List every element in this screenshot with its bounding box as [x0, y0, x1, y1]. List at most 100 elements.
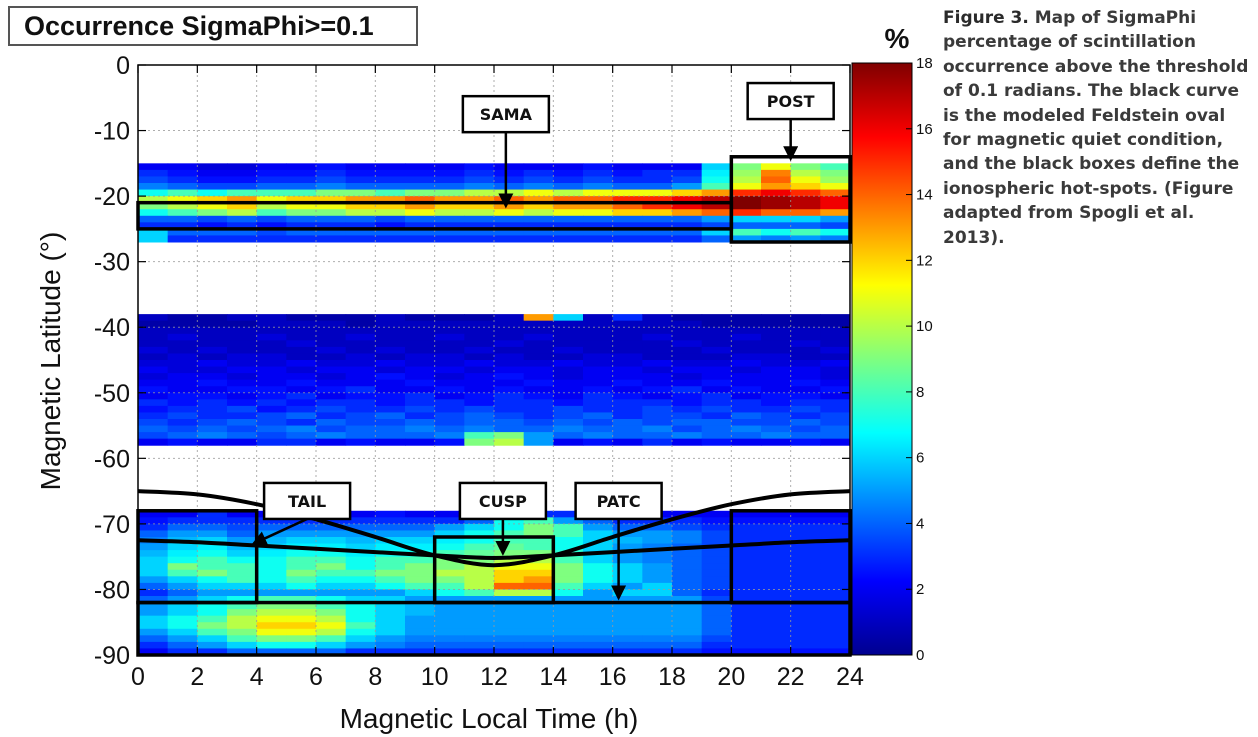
heatmap-cell — [672, 386, 703, 394]
colorbar-tick-label: 18 — [916, 55, 933, 72]
heatmap-cell — [612, 327, 643, 335]
heatmap-cell — [583, 412, 614, 420]
heatmap-cell — [612, 517, 643, 525]
heatmap-cell — [138, 596, 169, 604]
heatmap-cell — [464, 628, 495, 636]
heatmap-cell — [197, 235, 228, 243]
heatmap-cell — [345, 596, 376, 604]
y-tick-label: -70 — [94, 511, 130, 539]
heatmap-cell — [345, 392, 376, 400]
heatmap-cell — [701, 222, 732, 230]
heatmap-cell — [790, 333, 821, 341]
heatmap-cell — [167, 641, 198, 649]
heatmap-cell — [375, 419, 406, 427]
heatmap-cell — [701, 183, 732, 191]
label-post: POST — [767, 92, 815, 111]
heatmap-cell — [731, 405, 762, 413]
heatmap-cell — [583, 432, 614, 440]
heatmap-cell — [583, 582, 614, 590]
heatmap-cell — [138, 628, 169, 636]
heatmap-cell — [761, 202, 792, 210]
heatmap-cell — [672, 314, 703, 322]
heatmap-cell — [197, 314, 228, 322]
heatmap-cell — [167, 432, 198, 440]
heatmap-cell — [523, 222, 554, 230]
heatmap-cell — [761, 609, 792, 617]
heatmap-cell — [434, 517, 465, 525]
heatmap-cell — [820, 438, 851, 446]
heatmap-cell — [731, 438, 762, 446]
heatmap-cell — [612, 438, 643, 446]
heatmap-cell — [464, 353, 495, 361]
heatmap-cell — [138, 399, 169, 407]
heatmap-cell — [197, 576, 228, 584]
heatmap-cell — [642, 563, 673, 571]
heatmap-cell — [523, 628, 554, 636]
heatmap-cell — [434, 648, 465, 656]
heatmap-cell — [434, 163, 465, 171]
heatmap-cell — [553, 202, 584, 210]
heatmap-cell — [375, 209, 406, 217]
heatmap-cell — [583, 209, 614, 217]
heatmap-cell — [731, 412, 762, 420]
heatmap-cell — [701, 412, 732, 420]
heatmap-cell — [583, 366, 614, 374]
heatmap-cell — [167, 320, 198, 328]
heatmap-cell — [583, 183, 614, 191]
heatmap-cell — [197, 628, 228, 636]
label-patc: PATC — [597, 492, 641, 511]
heatmap-cell — [672, 215, 703, 223]
heatmap-cell — [494, 320, 525, 328]
heatmap-cell — [494, 228, 525, 236]
heatmap-cell — [494, 163, 525, 171]
heatmap-cell — [167, 379, 198, 387]
heatmap-cell — [227, 340, 258, 348]
heatmap-cell — [761, 530, 792, 538]
heatmap-cell — [286, 438, 317, 446]
heatmap-cell — [523, 550, 554, 558]
heatmap-cell — [316, 517, 347, 525]
heatmap-cell — [820, 425, 851, 433]
heatmap-cell — [405, 373, 436, 381]
heatmap-cell — [523, 346, 554, 354]
heatmap-cell — [701, 209, 732, 217]
heatmap-cell — [256, 412, 287, 420]
heatmap-cell — [494, 405, 525, 413]
figure-caption-text: Map of SigmaPhi percentage of scintillat… — [943, 8, 1249, 248]
heatmap-cell — [464, 176, 495, 184]
heatmap-cell — [583, 563, 614, 571]
heatmap-cell — [405, 635, 436, 643]
heatmap-cell — [167, 582, 198, 590]
heatmap-cell — [583, 228, 614, 236]
heatmap-cell — [316, 340, 347, 348]
heatmap-cell — [612, 346, 643, 354]
heatmap-cell — [256, 635, 287, 643]
heatmap-cell — [375, 196, 406, 204]
heatmap-cell — [256, 169, 287, 177]
heatmap-cell — [672, 333, 703, 341]
heatmap-cell — [345, 510, 376, 518]
heatmap-cell — [227, 537, 258, 545]
heatmap-cell — [197, 379, 228, 387]
heatmap-cell — [256, 353, 287, 361]
heatmap-cell — [790, 510, 821, 518]
heatmap-cell — [197, 438, 228, 446]
heatmap-cell — [434, 215, 465, 223]
heatmap-cell — [761, 615, 792, 623]
heatmap-cell — [405, 183, 436, 191]
heatmap-cell — [820, 582, 851, 590]
heatmap-cell — [731, 366, 762, 374]
heatmap-cell — [553, 582, 584, 590]
heatmap-cell — [286, 648, 317, 656]
heatmap-cell — [612, 648, 643, 656]
heatmap-cell — [553, 609, 584, 617]
heatmap-cell — [197, 648, 228, 656]
heatmap-cell — [583, 176, 614, 184]
heatmap-cell — [434, 360, 465, 368]
heatmap-cell — [197, 556, 228, 564]
heatmap-cell — [820, 373, 851, 381]
heatmap-cell — [375, 563, 406, 571]
heatmap-cell — [583, 635, 614, 643]
heatmap-cell — [286, 569, 317, 577]
heatmap-cell — [197, 228, 228, 236]
